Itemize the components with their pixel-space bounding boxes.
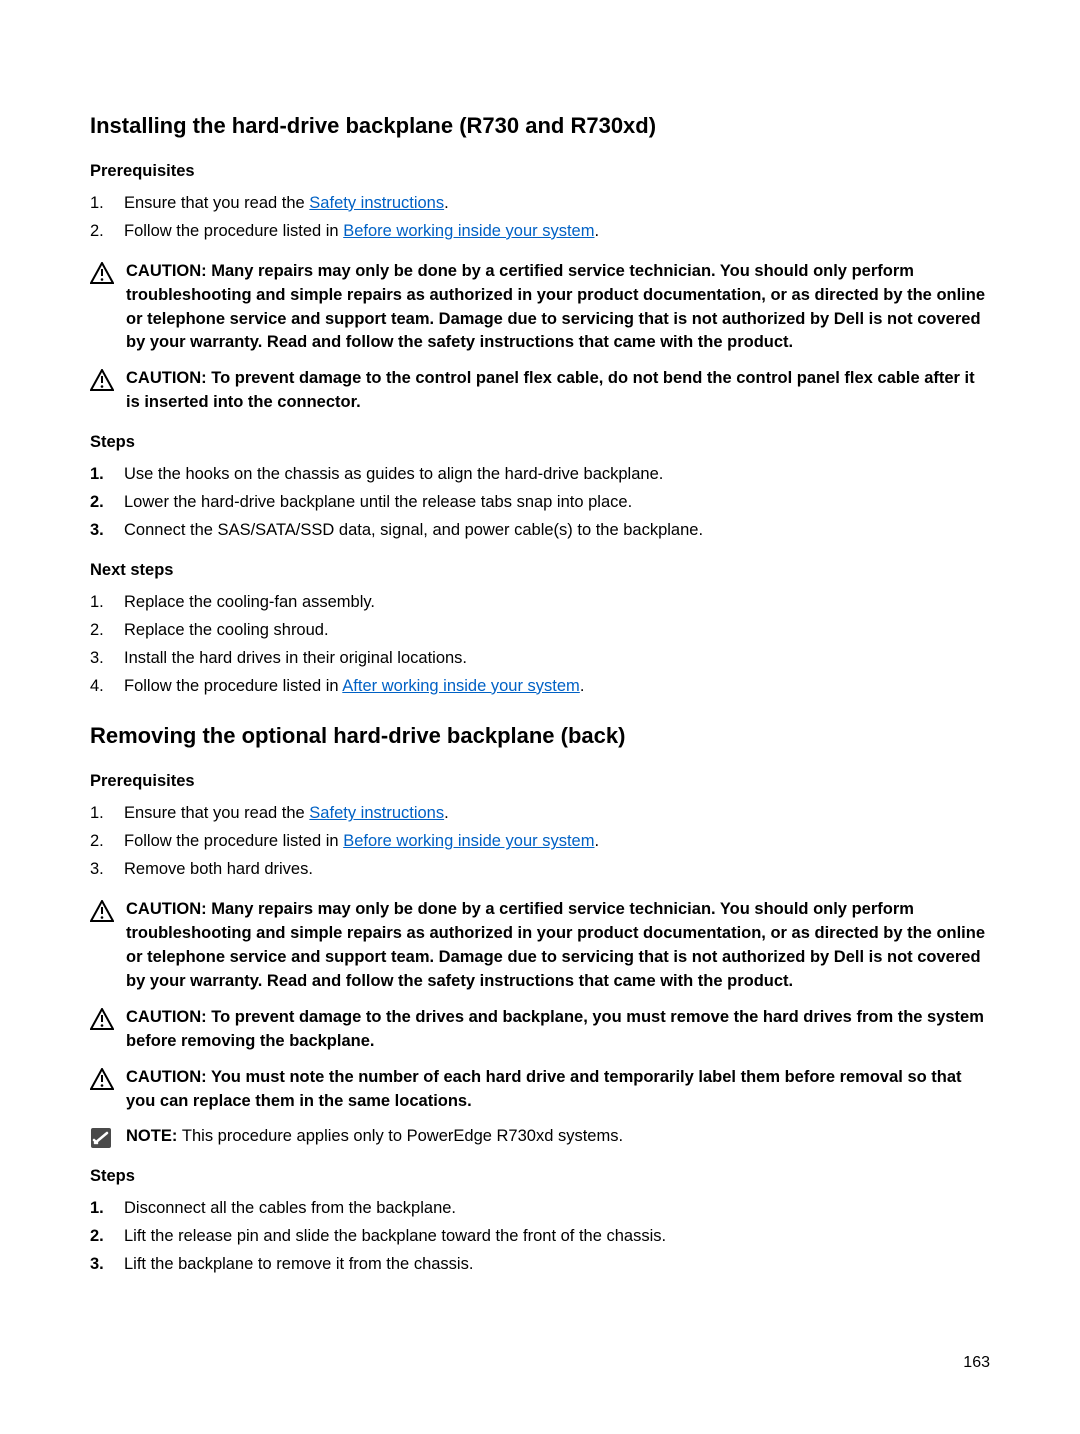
list-item: 1.Use the hooks on the chassis as guides… bbox=[90, 463, 990, 487]
after-working-link[interactable]: After working inside your system bbox=[342, 677, 580, 695]
item-text: Follow the procedure listed in Before wo… bbox=[124, 830, 599, 854]
list-item: 2. Follow the procedure listed in Before… bbox=[90, 220, 990, 244]
text-fragment: Ensure that you read the bbox=[124, 194, 309, 212]
text-fragment: Follow the procedure listed in bbox=[124, 832, 343, 850]
list-item: 3.Install the hard drives in their origi… bbox=[90, 647, 990, 671]
text-fragment: Follow the procedure listed in bbox=[124, 677, 342, 695]
safety-instructions-link[interactable]: Safety instructions bbox=[309, 194, 444, 212]
prereq-heading-1: Prerequisites bbox=[90, 160, 990, 184]
before-working-link[interactable]: Before working inside your system bbox=[343, 222, 594, 240]
next-steps-heading: Next steps bbox=[90, 559, 990, 583]
item-text: Follow the procedure listed in After wor… bbox=[124, 675, 584, 699]
list-item: 1.Replace the cooling-fan assembly. bbox=[90, 591, 990, 615]
item-number: 1. bbox=[90, 192, 124, 216]
steps-heading-2: Steps bbox=[90, 1165, 990, 1189]
item-number: 2. bbox=[90, 830, 124, 854]
list-item: 1. Ensure that you read the Safety instr… bbox=[90, 192, 990, 216]
list-item: 2.Lift the release pin and slide the bac… bbox=[90, 1225, 990, 1249]
caution-block: CAUTION: Many repairs may only be done b… bbox=[90, 260, 990, 356]
before-working-link[interactable]: Before working inside your system bbox=[343, 832, 594, 850]
item-text: Lift the backplane to remove it from the… bbox=[124, 1253, 473, 1277]
text-fragment: . bbox=[444, 194, 449, 212]
item-text: Install the hard drives in their origina… bbox=[124, 647, 467, 671]
item-number: 2. bbox=[90, 619, 124, 643]
note-body: This procedure applies only to PowerEdge… bbox=[182, 1127, 623, 1145]
caution-block: CAUTION: You must note the number of eac… bbox=[90, 1066, 990, 1114]
item-number: 2. bbox=[90, 491, 124, 515]
prereq-list-1: 1. Ensure that you read the Safety instr… bbox=[90, 192, 990, 244]
section-title-install: Installing the hard-drive backplane (R73… bbox=[90, 110, 990, 142]
caution-text: CAUTION: To prevent damage to the contro… bbox=[126, 367, 990, 415]
steps-list-2: 1.Disconnect all the cables from the bac… bbox=[90, 1197, 990, 1277]
item-text: Lift the release pin and slide the backp… bbox=[124, 1225, 666, 1249]
item-text: Disconnect all the cables from the backp… bbox=[124, 1197, 456, 1221]
list-item: 2.Lower the hard-drive backplane until t… bbox=[90, 491, 990, 515]
note-block: NOTE: This procedure applies only to Pow… bbox=[90, 1125, 990, 1149]
list-item: 3.Lift the backplane to remove it from t… bbox=[90, 1253, 990, 1277]
list-item: 1. Ensure that you read the Safety instr… bbox=[90, 802, 990, 826]
item-number: 1. bbox=[90, 463, 124, 487]
item-text: Replace the cooling shroud. bbox=[124, 619, 329, 643]
caution-icon bbox=[90, 1066, 116, 1090]
caution-icon bbox=[90, 898, 116, 922]
next-steps-list: 1.Replace the cooling-fan assembly. 2.Re… bbox=[90, 591, 990, 699]
text-fragment: . bbox=[580, 677, 585, 695]
prereq-list-2: 1. Ensure that you read the Safety instr… bbox=[90, 802, 990, 882]
caution-icon bbox=[90, 367, 116, 391]
caution-icon bbox=[90, 1006, 116, 1030]
caution-text: CAUTION: You must note the number of eac… bbox=[126, 1066, 990, 1114]
item-number: 1. bbox=[90, 1197, 124, 1221]
item-number: 3. bbox=[90, 858, 124, 882]
caution-block: CAUTION: To prevent damage to the contro… bbox=[90, 367, 990, 415]
item-number: 3. bbox=[90, 519, 124, 543]
safety-instructions-link[interactable]: Safety instructions bbox=[309, 804, 444, 822]
item-number: 3. bbox=[90, 647, 124, 671]
item-text: Connect the SAS/SATA/SSD data, signal, a… bbox=[124, 519, 703, 543]
section-title-remove: Removing the optional hard-drive backpla… bbox=[90, 720, 990, 752]
text-fragment: . bbox=[594, 222, 599, 240]
caution-icon bbox=[90, 260, 116, 284]
note-lead: NOTE: bbox=[126, 1127, 182, 1145]
caution-text: CAUTION: To prevent damage to the drives… bbox=[126, 1006, 990, 1054]
item-number: 2. bbox=[90, 220, 124, 244]
list-item: 1.Disconnect all the cables from the bac… bbox=[90, 1197, 990, 1221]
item-text: Follow the procedure listed in Before wo… bbox=[124, 220, 599, 244]
item-text: Remove both hard drives. bbox=[124, 858, 313, 882]
page-number: 163 bbox=[963, 1351, 990, 1374]
caution-block: CAUTION: Many repairs may only be done b… bbox=[90, 898, 990, 994]
steps-list-1: 1.Use the hooks on the chassis as guides… bbox=[90, 463, 990, 543]
item-text: Ensure that you read the Safety instruct… bbox=[124, 802, 449, 826]
note-text: NOTE: This procedure applies only to Pow… bbox=[126, 1125, 623, 1149]
list-item: 3.Remove both hard drives. bbox=[90, 858, 990, 882]
item-number: 4. bbox=[90, 675, 124, 699]
list-item: 4. Follow the procedure listed in After … bbox=[90, 675, 990, 699]
note-icon bbox=[90, 1125, 116, 1149]
prereq-heading-2: Prerequisites bbox=[90, 770, 990, 794]
list-item: 2. Follow the procedure listed in Before… bbox=[90, 830, 990, 854]
caution-text: CAUTION: Many repairs may only be done b… bbox=[126, 260, 990, 356]
item-number: 1. bbox=[90, 802, 124, 826]
steps-heading-1: Steps bbox=[90, 431, 990, 455]
item-number: 1. bbox=[90, 591, 124, 615]
item-number: 2. bbox=[90, 1225, 124, 1249]
item-text: Ensure that you read the Safety instruct… bbox=[124, 192, 449, 216]
list-item: 3.Connect the SAS/SATA/SSD data, signal,… bbox=[90, 519, 990, 543]
text-fragment: . bbox=[444, 804, 449, 822]
caution-block: CAUTION: To prevent damage to the drives… bbox=[90, 1006, 990, 1054]
caution-text: CAUTION: Many repairs may only be done b… bbox=[126, 898, 990, 994]
item-number: 3. bbox=[90, 1253, 124, 1277]
text-fragment: Follow the procedure listed in bbox=[124, 222, 343, 240]
text-fragment: Ensure that you read the bbox=[124, 804, 309, 822]
list-item: 2.Replace the cooling shroud. bbox=[90, 619, 990, 643]
item-text: Use the hooks on the chassis as guides t… bbox=[124, 463, 663, 487]
item-text: Replace the cooling-fan assembly. bbox=[124, 591, 375, 615]
item-text: Lower the hard-drive backplane until the… bbox=[124, 491, 632, 515]
text-fragment: . bbox=[594, 832, 599, 850]
